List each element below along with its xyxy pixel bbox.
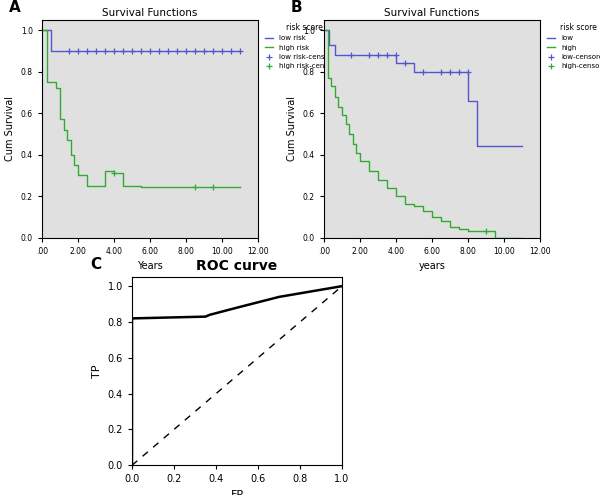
Legend: low, high, low-censored, high-censored: low, high, low-censored, high-censored bbox=[544, 20, 600, 72]
X-axis label: FP: FP bbox=[230, 490, 244, 495]
Text: B: B bbox=[291, 0, 302, 15]
Y-axis label: TP: TP bbox=[92, 364, 102, 378]
Y-axis label: Cum Survival: Cum Survival bbox=[287, 96, 297, 161]
Title: ROC curve: ROC curve bbox=[196, 259, 278, 273]
Y-axis label: Cum Survival: Cum Survival bbox=[5, 96, 15, 161]
Title: Survival Functions: Survival Functions bbox=[385, 7, 479, 18]
X-axis label: years: years bbox=[419, 261, 445, 271]
Text: A: A bbox=[9, 0, 21, 15]
X-axis label: Years: Years bbox=[137, 261, 163, 271]
Text: C: C bbox=[90, 257, 101, 272]
Legend: low risk, high risk, low risk-censored, high risk-censored: low risk, high risk, low risk-censored, … bbox=[262, 20, 346, 72]
Title: Survival Functions: Survival Functions bbox=[103, 7, 197, 18]
